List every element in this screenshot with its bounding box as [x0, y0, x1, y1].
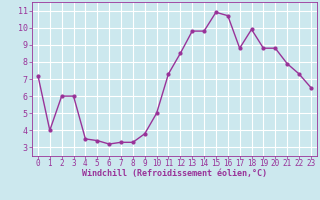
X-axis label: Windchill (Refroidissement éolien,°C): Windchill (Refroidissement éolien,°C) — [82, 169, 267, 178]
